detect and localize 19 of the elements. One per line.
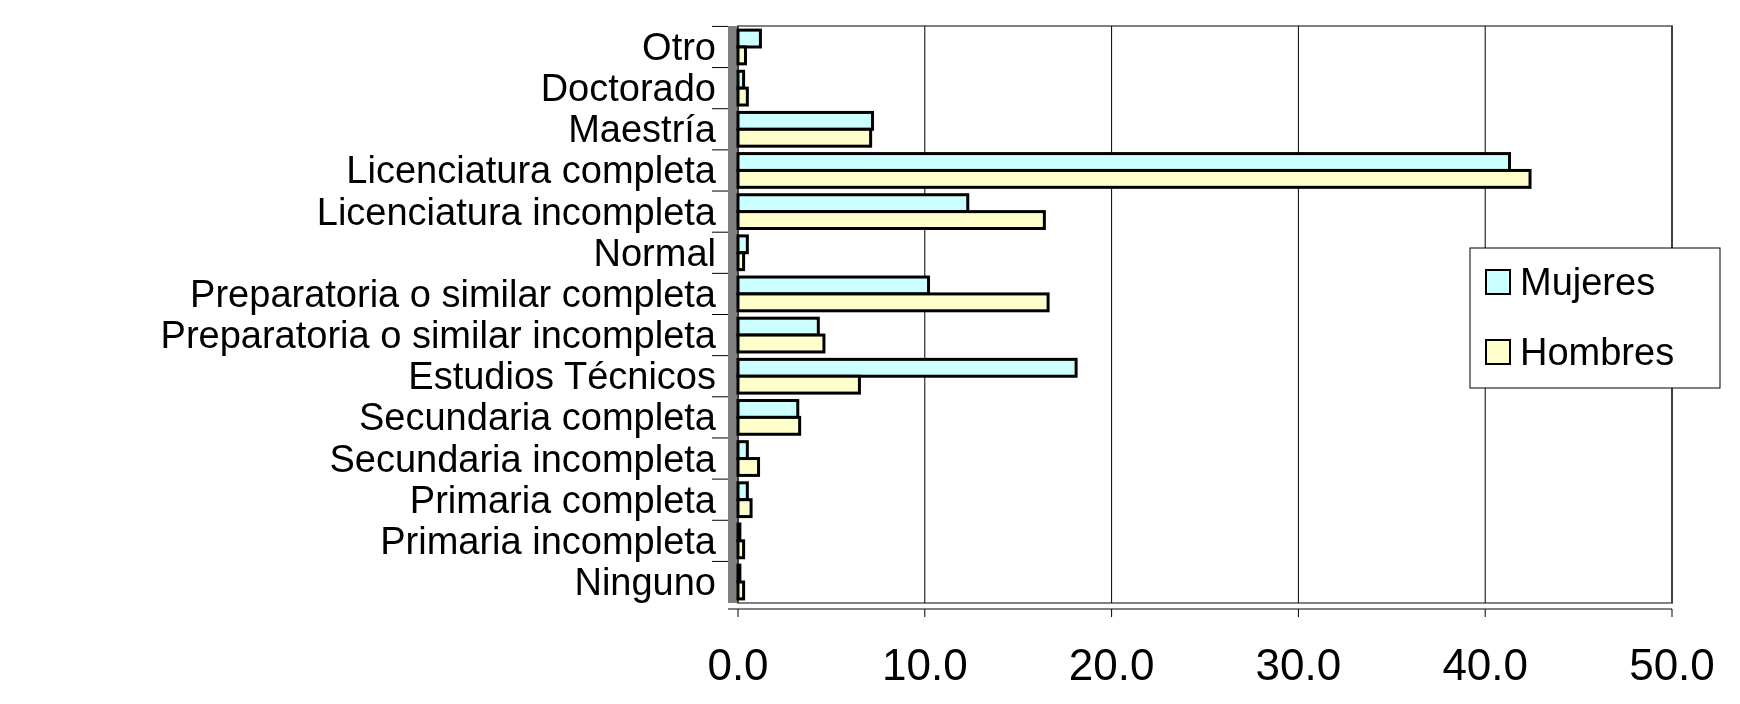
- y-tick-label: Estudios Técnicos: [408, 355, 716, 398]
- x-tick-label: 20.0: [1068, 640, 1155, 689]
- y-tick-label: Doctorado: [540, 67, 716, 110]
- legend-label: Mujeres: [1520, 261, 1656, 303]
- legend-label: Hombres: [1520, 331, 1675, 373]
- y-tick-label: Preparatoria o similar completa: [190, 272, 717, 315]
- x-tick-label: 40.0: [1442, 640, 1529, 689]
- y-tick-label: Preparatoria o similar incompleta: [160, 314, 717, 357]
- y-tick-label: Otro: [642, 25, 716, 68]
- x-tick-label: 0.0: [707, 640, 769, 689]
- y-tick-label: Maestría: [568, 108, 717, 151]
- x-tick-label: 10.0: [881, 640, 968, 689]
- y-tick-label: Ninguno: [574, 561, 716, 604]
- y-tick-label: Licenciatura completa: [346, 149, 717, 192]
- x-tick-label: 30.0: [1255, 640, 1342, 689]
- y-tick-label: Secundaria completa: [359, 396, 717, 439]
- x-tick-label: 50.0: [1629, 640, 1715, 689]
- y-tick-label: Secundaria incompleta: [329, 437, 717, 480]
- y-tick-label: Licenciatura incompleta: [316, 190, 717, 233]
